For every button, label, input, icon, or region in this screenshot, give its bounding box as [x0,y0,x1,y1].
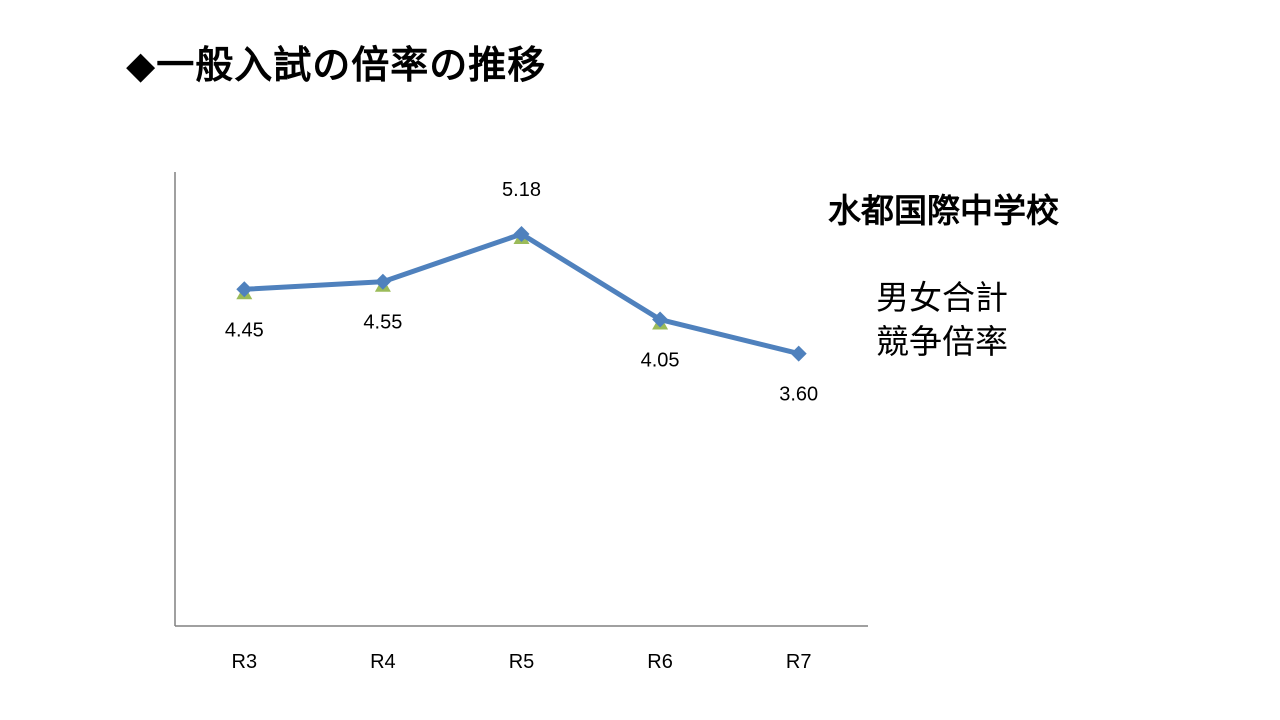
data-label: 5.18 [502,179,541,201]
data-label: 4.55 [363,312,402,334]
series-line [241,231,802,357]
ratio-label-line1: 男女合計 [876,278,1008,317]
data-label: 3.60 [779,384,818,406]
data-label: 4.05 [641,350,680,372]
ratio-label-line2: 競争倍率 [876,322,1008,361]
data-point [790,345,807,362]
ratio-label: 男女合計 競争倍率 [876,276,1008,364]
x-tick-label: R3 [232,651,258,673]
data-point [513,226,530,243]
school-name: 水都国際中学校 [828,191,1059,230]
x-tick-label: R6 [647,651,673,673]
data-point [374,273,391,290]
x-tick-label: R5 [509,651,535,673]
data-point [236,281,253,298]
data-label: 4.45 [225,319,264,341]
slide-title: ◆一般入試の倍率の推移 [126,43,547,87]
x-tick-label: R7 [786,651,812,673]
data-point [652,311,669,328]
x-tick-label: R4 [370,651,396,673]
chart-marks: R3 R4 R5 R6 R7 4.45 4.55 5.18 4.05 3.60 [225,179,818,673]
